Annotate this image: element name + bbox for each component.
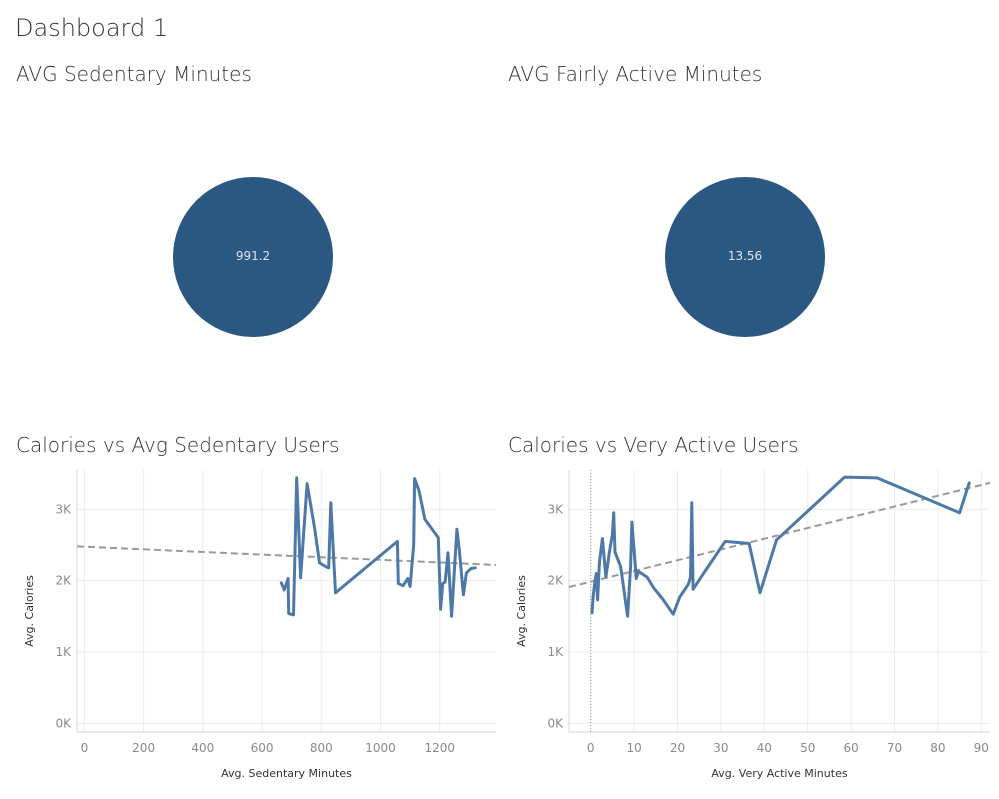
sedentary-y-axis-title: Avg. Calories [23,575,36,647]
very-active-x-tick-label: 0 [587,741,595,755]
very-active-x-tick-label: 90 [974,741,989,755]
fairly-active-avg-value: 13.56 [727,249,763,263]
dashboard-title: Dashboard 1 [15,14,169,42]
sedentary-x-tick-label: 800 [310,741,333,755]
fairly-active-avg-title: AVG Fairly Active Minutes [508,62,763,86]
very-active-x-tick-label: 30 [713,741,728,755]
very-active-y-tick-label: 0K [547,716,564,730]
sedentary-x-tick-label: 0 [81,741,89,755]
very-active-x-tick-label: 70 [887,741,902,755]
very-active-y-tick-label: 3K [547,502,564,516]
sedentary-y-tick-label: 3K [55,502,72,516]
very-active-y-axis-title: Avg. Calories [515,575,528,647]
very-active-x-tick-label: 20 [670,741,685,755]
very-active-x-tick-label: 50 [800,741,815,755]
sedentary-avg-title: AVG Sedentary Minutes [16,62,252,86]
very-active-y-tick-label: 2K [547,574,564,588]
sedentary-y-tick-label: 2K [55,574,72,588]
very-active-calories-line [590,475,971,618]
very-active-x-tick-label: 10 [626,741,641,755]
sedentary-x-tick-label: 1200 [424,741,455,755]
sedentary-avg-value: 991.2 [235,249,271,263]
very-active-x-axis-title: Avg. Very Active Minutes [711,767,847,780]
very-active-x-tick-label: 40 [757,741,772,755]
very-active-chart-title: Calories vs Very Active Users [508,433,799,457]
sedentary-chart-title: Calories vs Avg Sedentary Users [16,433,340,457]
fairly-active-avg-circle[interactable]: 13.56 [665,177,825,337]
sedentary-y-tick-label: 1K [55,645,72,659]
very-active-trend-line [568,481,991,589]
very-active-x-tick-label: 80 [930,741,945,755]
sedentary-calories-line [279,476,477,618]
sedentary-x-tick-label: 200 [132,741,155,755]
sedentary-x-tick-label: 600 [251,741,274,755]
sedentary-x-tick-label: 1000 [365,741,396,755]
very-active-x-tick-label: 60 [843,741,858,755]
sedentary-avg-circle[interactable]: 991.2 [173,177,333,337]
very-active-y-tick-label: 1K [547,645,564,659]
sedentary-trend-line [76,545,497,566]
sedentary-y-tick-label: 0K [55,716,72,730]
sedentary-x-axis-title: Avg. Sedentary Minutes [221,767,352,780]
sedentary-x-tick-label: 400 [191,741,214,755]
